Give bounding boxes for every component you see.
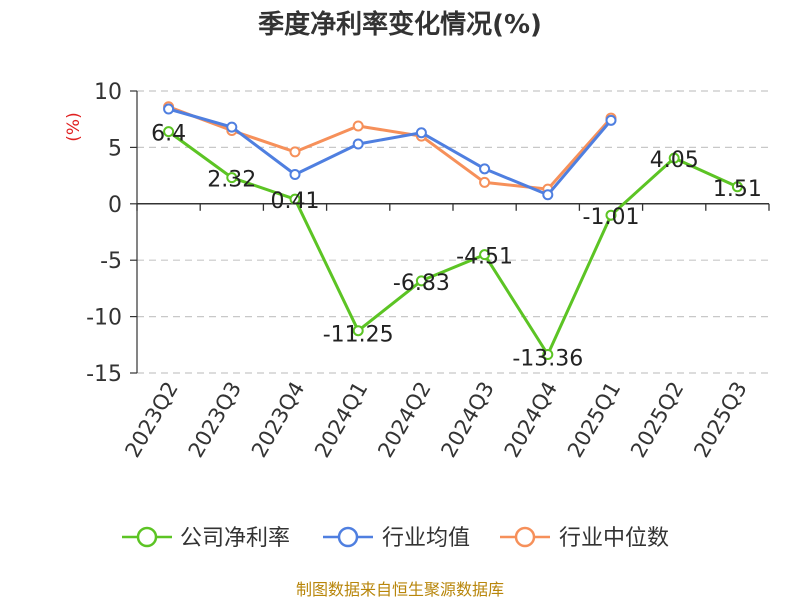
legend-label: 公司净利率: [180, 526, 290, 551]
data-point: [605, 209, 617, 221]
data-point: [163, 126, 175, 138]
data-labels: 6.4 2.32 0.41 -11.25 -6.83-4.51 -13.36 -1.01 4.…: [151, 122, 762, 372]
series-line: [167, 130, 739, 356]
legend-marker: [136, 526, 158, 548]
data-point: [668, 152, 680, 164]
data-label: 1.51: [713, 177, 762, 202]
x-tick-label: 2025Q3: [689, 378, 751, 462]
legend-label: 行业中位数: [559, 526, 669, 551]
y-tick-label: 0: [108, 193, 122, 218]
data-point: [289, 146, 301, 158]
data-point: [226, 172, 238, 184]
data-point: [289, 168, 301, 180]
data-point: [415, 275, 427, 287]
data-label: -13.36: [512, 347, 583, 372]
source-note: 制图数据来自恒生聚源数据库: [296, 580, 504, 599]
data-point: [352, 120, 364, 132]
data-label: -1.01: [583, 205, 640, 230]
series-line: [168, 107, 613, 197]
data-label: 4.05: [650, 148, 699, 173]
y-tick-label: 10: [94, 80, 122, 105]
data-point: [289, 193, 301, 205]
grid-lines: [137, 90, 769, 374]
data-label: -6.83: [393, 271, 450, 296]
data-point: [542, 349, 554, 361]
chart-title: 季度净利率变化情况(%): [258, 9, 542, 40]
data-point: [731, 181, 743, 193]
legend: 公司净利率 行业均值 行业中位数: [122, 526, 669, 551]
x-tick-label: 2023Q2: [120, 378, 182, 462]
y-tick-label: -15: [86, 362, 122, 387]
x-tick-label: 2023Q4: [247, 378, 309, 462]
data-point: [352, 138, 364, 150]
legend-marker: [337, 526, 359, 548]
data-point: [605, 114, 617, 126]
x-tick-label: 2025Q2: [626, 378, 688, 462]
x-tick-label: 2023Q3: [184, 378, 246, 462]
y-tick-label: -10: [86, 306, 122, 331]
data-label: 6.4: [151, 122, 186, 147]
data-point: [163, 103, 175, 115]
legend-label: 行业均值: [382, 526, 470, 551]
data-point: [352, 325, 364, 337]
series: [163, 101, 743, 361]
data-label: 2.32: [207, 168, 256, 193]
data-point: [542, 189, 554, 201]
x-tick-label: 2024Q2: [373, 378, 435, 462]
x-tick-label: 2025Q1: [563, 378, 625, 462]
data-point: [226, 121, 238, 133]
data-point: [479, 176, 491, 188]
data-label: -11.25: [323, 323, 394, 348]
data-point: [415, 127, 427, 139]
data-label: -4.51: [456, 245, 513, 270]
data-point: [479, 249, 491, 261]
data-label: 0.41: [271, 189, 320, 214]
x-tick-label: 2024Q4: [500, 378, 562, 462]
data-point: [479, 163, 491, 175]
x-tick-label: 2024Q3: [436, 377, 498, 461]
x-tick-label: 2024Q1: [310, 378, 372, 462]
y-tick-label: -5: [100, 249, 122, 274]
y-tick-label: 5: [108, 136, 122, 161]
y-axis-label: (%): [64, 112, 84, 141]
legend-marker: [514, 526, 536, 548]
